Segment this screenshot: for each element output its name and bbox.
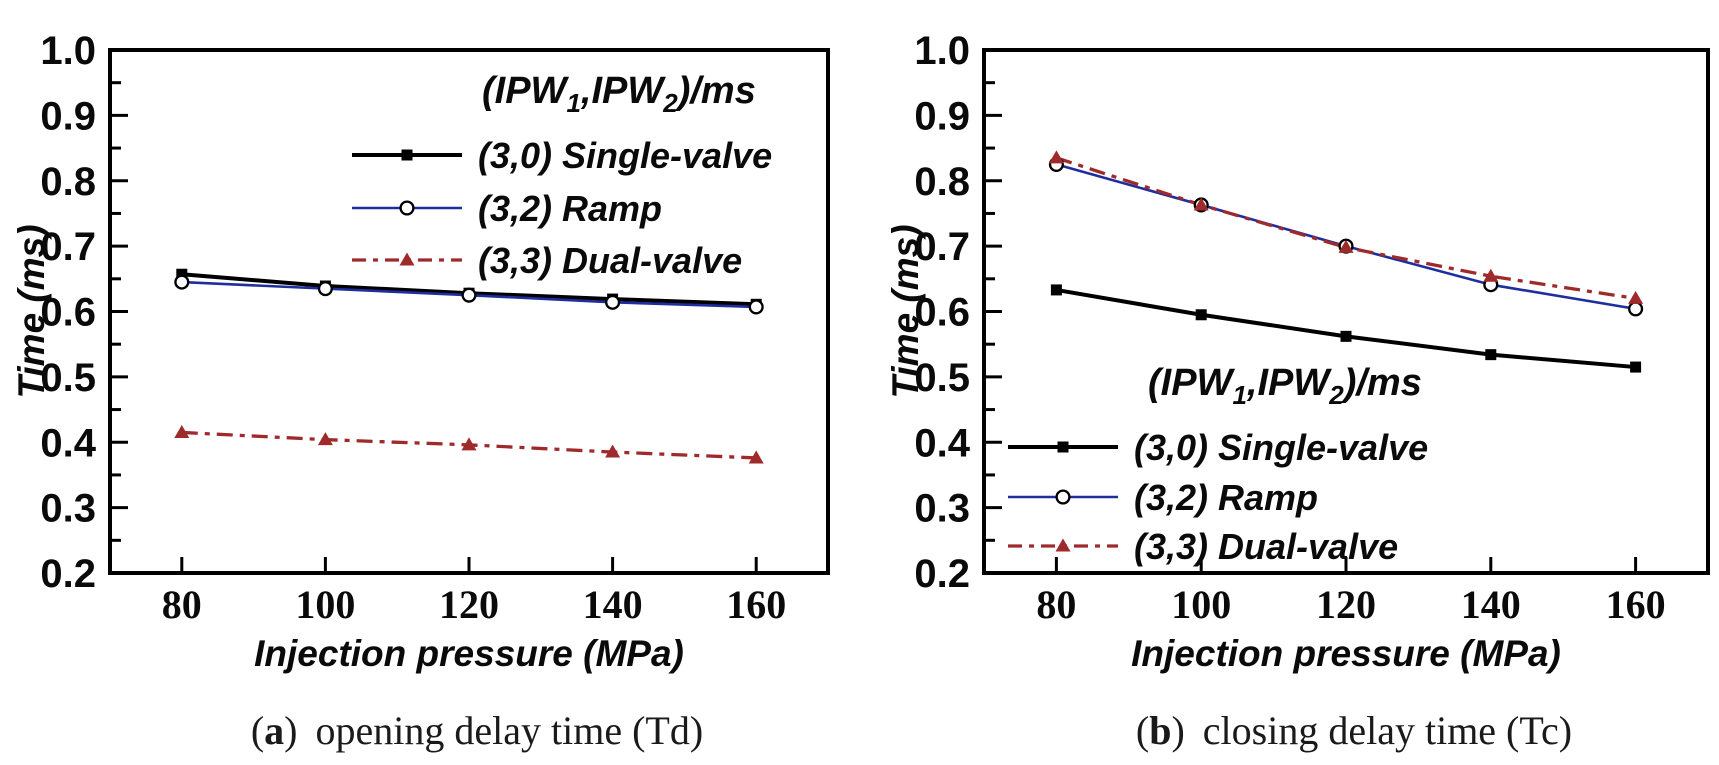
data-point-circle-open xyxy=(748,299,764,315)
legend-entry-label: (3,0) Single-valve xyxy=(478,135,772,176)
y-tick-label: 0.4 xyxy=(40,421,96,465)
panel-b: 0.2 0.3 0.4 0.5 0.6 0.7 0.8 0.9 1.0 80 100 120 140 16… xyxy=(885,29,1710,753)
series-line-circle-open xyxy=(1056,163,1636,311)
data-point-square xyxy=(1485,349,1497,361)
y-tick-label: 0.9 xyxy=(914,94,970,138)
y-tick-label: 0.2 xyxy=(914,552,970,596)
legend-entry-label: (3,2) Ramp xyxy=(478,188,662,229)
plot-frame xyxy=(108,48,830,575)
data-point-square xyxy=(1195,309,1207,321)
legend-marker xyxy=(1055,538,1071,552)
data-point-circle-open xyxy=(1628,301,1644,317)
data-point-square xyxy=(1630,361,1642,373)
y-axis-title: Time (ms) xyxy=(885,224,926,398)
series-line-triangle xyxy=(1055,156,1636,301)
y-tick-label: 0.8 xyxy=(40,160,96,204)
x-tick-label: 80 xyxy=(162,582,202,627)
x-tick-label: 100 xyxy=(1171,582,1231,627)
y-tick-label: 0.3 xyxy=(40,487,96,531)
data-point-square xyxy=(1340,330,1352,342)
y-tick-label: 0.7 xyxy=(40,225,96,269)
data-point-triangle xyxy=(1048,150,1064,164)
y-tick-label: 0.7 xyxy=(914,225,970,269)
x-axis-title: Injection pressure (MPa) xyxy=(254,633,684,674)
data-point-circle-open xyxy=(317,281,333,297)
panel-a: 0.2 0.3 0.4 0.5 0.6 0.7 0.8 0.9 1.0 80 100 120 140 16… xyxy=(11,29,830,753)
legend-marker xyxy=(1057,441,1069,453)
legend-marker xyxy=(401,149,413,161)
y-tick-label: 0.5 xyxy=(914,356,970,400)
legend-entry-label: (3,3) Dual-valve xyxy=(478,240,742,281)
plot-frame xyxy=(982,48,1710,575)
legend-entry-label: (3,2) Ramp xyxy=(1134,477,1318,518)
x-tick-label: 140 xyxy=(1461,582,1521,627)
y-tick-label: 0.4 xyxy=(914,421,970,465)
data-point-circle-open xyxy=(174,274,190,290)
data-point-triangle xyxy=(1628,290,1644,304)
legend-marker xyxy=(399,200,415,216)
x-tick-label: 100 xyxy=(295,582,355,627)
x-tick-label: 120 xyxy=(1316,582,1376,627)
x-tick-label: 80 xyxy=(1036,582,1076,627)
x-tick-label: 160 xyxy=(1606,582,1666,627)
data-point-triangle xyxy=(317,432,333,446)
data-point-triangle xyxy=(748,450,764,464)
x-axis-title: Injection pressure (MPa) xyxy=(1131,633,1561,674)
y-tick-label: 0.9 xyxy=(40,94,96,138)
data-point-circle-open xyxy=(461,287,477,303)
data-point-square xyxy=(1050,284,1062,296)
data-point-circle-open xyxy=(605,294,621,310)
y-tick-label: 0.8 xyxy=(914,160,970,204)
panel-caption: (a) opening delay time (Td) xyxy=(251,708,703,753)
y-tick-label: 0.6 xyxy=(40,291,96,335)
data-point-triangle xyxy=(1483,268,1499,282)
y-tick-label: 0.2 xyxy=(40,552,96,596)
legend-title: (IPW1,IPW2)/ms xyxy=(482,70,756,118)
y-tick-label: 0.3 xyxy=(914,487,970,531)
y-tick-label: 0.5 xyxy=(40,356,96,400)
data-point-triangle xyxy=(1193,197,1209,211)
legend-marker xyxy=(399,252,415,266)
series-line-square xyxy=(1056,287,1636,370)
data-point-triangle xyxy=(1338,239,1354,253)
panel-caption: (b) closing delay time (Tc) xyxy=(1136,708,1572,753)
data-point-triangle xyxy=(174,424,190,438)
legend-title: (IPW1,IPW2)/ms xyxy=(1148,362,1422,410)
data-point-square xyxy=(176,268,188,280)
y-tick-label: 0.6 xyxy=(914,291,970,335)
legend-entry-label: (3,3) Dual-valve xyxy=(1134,526,1398,567)
y-tick-label: 1.0 xyxy=(914,29,970,73)
y-axis-title: Time (ms) xyxy=(11,224,52,398)
x-tick-label: 120 xyxy=(439,582,499,627)
legend-marker xyxy=(1055,489,1071,505)
legend-entry-label: (3,0) Single-valve xyxy=(1134,427,1428,468)
x-tick-label: 140 xyxy=(583,582,643,627)
x-tick-label: 160 xyxy=(726,582,786,627)
data-point-triangle xyxy=(461,437,477,451)
data-point-triangle xyxy=(605,444,621,458)
y-tick-label: 1.0 xyxy=(40,29,96,73)
